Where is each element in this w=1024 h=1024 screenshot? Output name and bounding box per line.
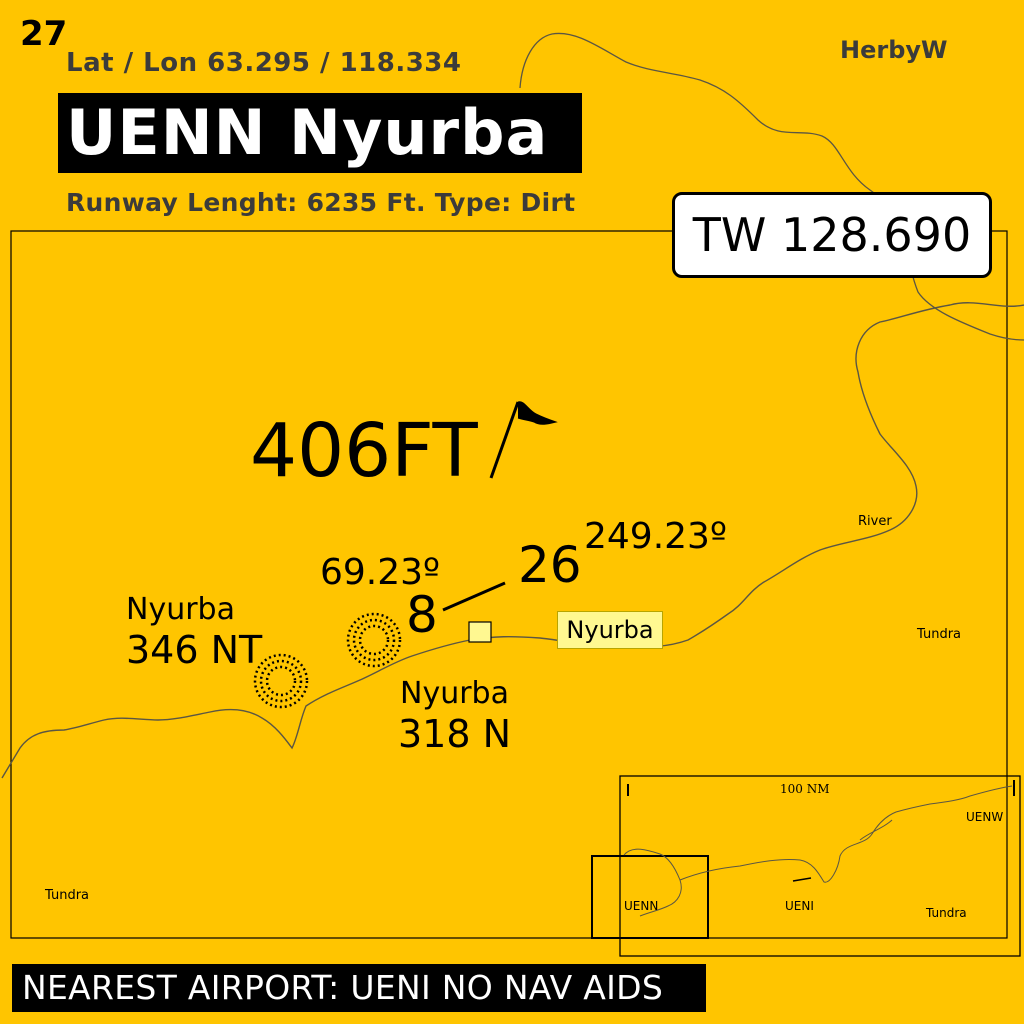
runway-8-number: 8 [406,586,438,644]
ndb-symbol-n [346,612,402,668]
inset-ueni-label: UENI [785,899,814,913]
chart-number: 27 [20,14,68,54]
airport-title: UENN Nyurba [58,93,582,173]
inset-map [591,775,1021,957]
map-frame [10,230,1008,939]
inset-river [623,785,1013,917]
elevation-flag-icon [489,401,558,479]
inset-ueni-runway [792,877,812,882]
tundra-label-west: Tundra [45,888,90,903]
inset-scale-label: 100 NM [780,782,830,796]
upper-terrain-line [519,32,1024,341]
navaid-n-name: Nyurba [400,676,509,711]
ndb-symbol-nt [253,653,309,709]
runway-line [442,581,506,612]
runway-26-heading: 249.23º [584,516,727,557]
nearest-airport-banner: NEAREST AIRPORT: UENI NO NAV AIDS [12,964,706,1012]
river [1,302,1024,779]
tower-frequency-box: TW 128.690 [672,192,992,278]
inset-uenw-label: UENW [966,810,1004,824]
inset-uenn-label: UENN [624,899,659,913]
town-label: Nyurba [557,611,663,649]
inset-highlight-box [591,855,709,939]
runway-26-number: 26 [518,536,582,594]
lat-lon: Lat / Lon 63.295 / 118.334 [66,48,462,78]
navaid-nt-frequency: 346 NT [126,628,263,672]
airport-reference-square [468,621,492,643]
inset-tundra-label: Tundra [926,906,967,920]
runway-8-heading: 69.23º [320,552,441,593]
runway-info: Runway Lenght: 6235 Ft. Type: Dirt [66,188,576,217]
river-label: River [858,514,892,529]
airport-elevation: 406FT [250,408,478,494]
author: HerbyW [840,36,948,64]
navaid-n-frequency: 318 N [398,712,512,756]
navaid-nt-name: Nyurba [126,592,235,627]
tundra-label-east: Tundra [917,627,962,642]
